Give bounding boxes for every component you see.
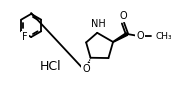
Text: F: F — [22, 32, 28, 42]
Polygon shape — [113, 33, 128, 42]
Text: HCl: HCl — [40, 60, 62, 73]
Text: CH₃: CH₃ — [155, 32, 171, 41]
Text: O: O — [136, 31, 144, 41]
Text: O: O — [82, 64, 90, 74]
Text: NH: NH — [91, 19, 106, 29]
Text: O: O — [119, 11, 127, 21]
